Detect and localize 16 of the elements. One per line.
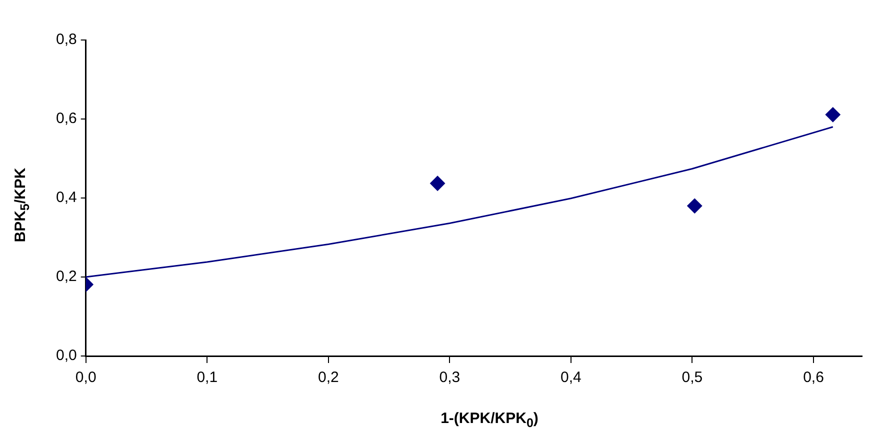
y-tick-label: 0,0 xyxy=(56,347,77,364)
x-tick-label: 0,1 xyxy=(196,369,218,386)
y-tick-label: 0,6 xyxy=(56,110,77,128)
x-tick-label: 0,5 xyxy=(682,369,703,386)
point xyxy=(687,198,702,214)
x-tick-label: 0,2 xyxy=(318,369,339,386)
y-tick-label: 0,8 xyxy=(56,31,77,48)
x-tick-label: 0,6 xyxy=(803,369,824,386)
x-tick-label: 0,0 xyxy=(75,369,96,386)
point xyxy=(430,176,446,191)
y-tick-label: 0,4 xyxy=(56,189,77,206)
x-axis-title: 1-(KPK/KPK$_{0}$) xyxy=(440,410,540,430)
x-tick-label: 0,4 xyxy=(560,369,582,386)
point xyxy=(825,107,840,122)
x-tick-label: 0,3 xyxy=(439,369,460,386)
y-tick-label: 0,2 xyxy=(56,268,77,286)
